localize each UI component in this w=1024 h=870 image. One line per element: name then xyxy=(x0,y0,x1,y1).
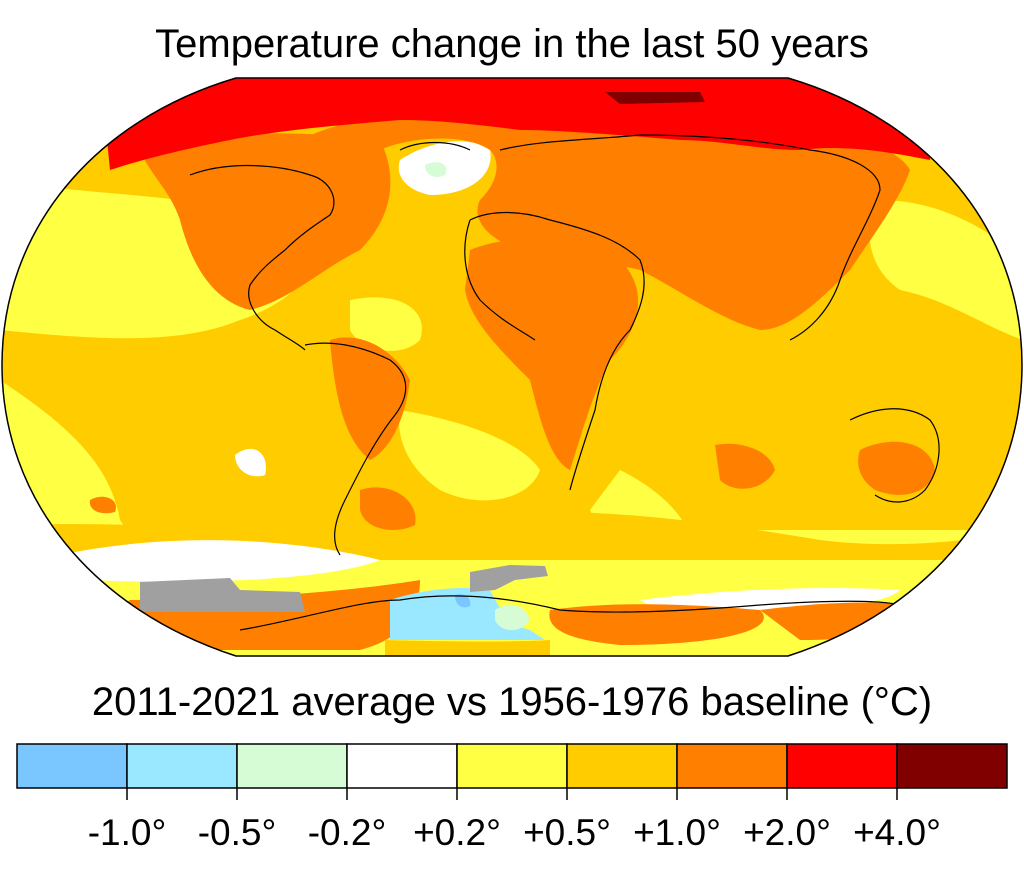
legend-tick-label: +1.0° xyxy=(633,812,721,853)
legend-swatch xyxy=(786,743,898,789)
legend-swatch xyxy=(676,743,788,789)
legend-tick-label: -0.5° xyxy=(197,812,277,853)
legend-swatch xyxy=(896,743,1008,789)
chart-title: Temperature change in the last 50 years xyxy=(155,22,869,66)
legend-swatch xyxy=(126,743,238,789)
legend-tick-label: -1.0° xyxy=(87,812,167,853)
legend-swatch xyxy=(456,743,568,789)
legend-tick-label: +4.0° xyxy=(853,812,941,853)
no-data-region xyxy=(140,578,305,612)
legend-tick-label: -0.2° xyxy=(307,812,387,853)
legend-tick-label: +0.5° xyxy=(523,812,611,853)
legend-tick-label: +2.0° xyxy=(743,812,831,853)
legend-swatch xyxy=(566,743,678,789)
no-data-region xyxy=(470,565,548,592)
legend-swatch xyxy=(16,743,128,789)
map-outline xyxy=(1,77,1023,657)
coastlines xyxy=(189,134,940,631)
legend-title: 2011-2021 average vs 1956-1976 baseline … xyxy=(91,680,933,724)
legend-tick-label: +0.2° xyxy=(413,812,501,853)
legend-swatch xyxy=(346,743,458,789)
legend-swatch xyxy=(236,743,348,789)
